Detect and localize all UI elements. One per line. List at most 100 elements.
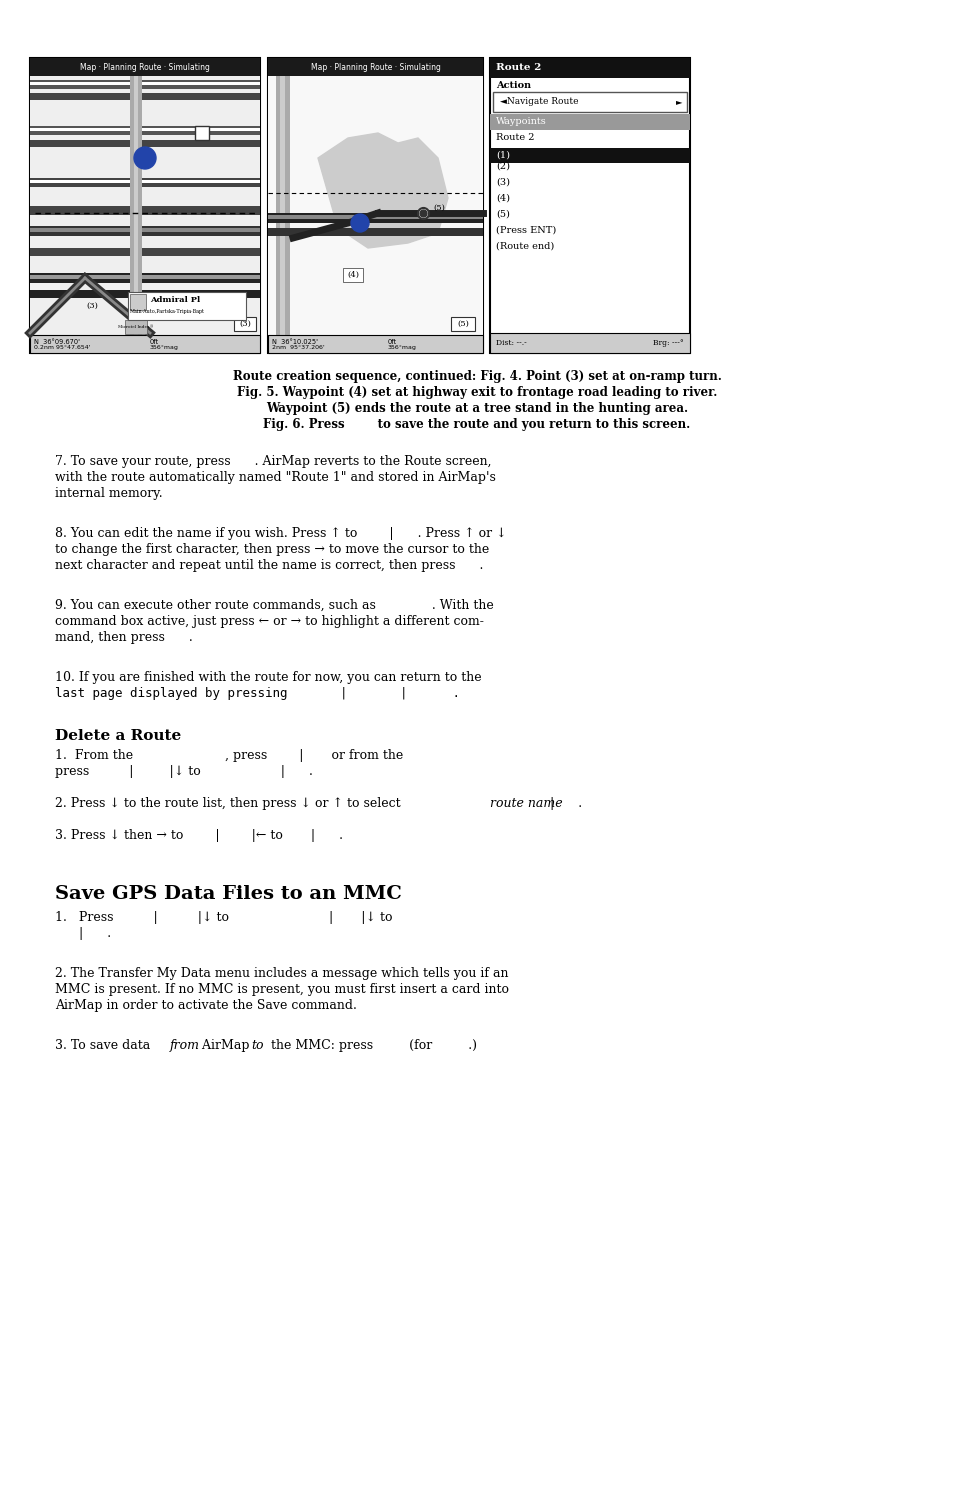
Text: 356°mag: 356°mag	[388, 345, 416, 349]
Text: (Route end): (Route end)	[496, 241, 554, 250]
Text: (1): (1)	[496, 150, 510, 159]
Text: Waypoints: Waypoints	[496, 117, 546, 126]
Text: Admiral Pl: Admiral Pl	[150, 296, 200, 303]
Text: (3): (3)	[86, 302, 98, 309]
Text: MMC is present. If no MMC is present, you must first insert a card into: MMC is present. If no MMC is present, yo…	[55, 983, 509, 996]
Text: 10. If you are finished with the route for now, you can return to the: 10. If you are finished with the route f…	[55, 671, 481, 684]
Circle shape	[133, 147, 156, 170]
Bar	[30, 226, 260, 236]
Circle shape	[351, 214, 369, 232]
Bar	[30, 274, 260, 283]
Bar	[128, 291, 246, 320]
Text: 3. Press ↓ then → to        |        |← to       |      .: 3. Press ↓ then → to | |← to | .	[55, 828, 343, 842]
Text: N  36°10.025': N 36°10.025'	[272, 339, 317, 345]
Text: Waypoint (5) ends the route at a tree stand in the hunting area.: Waypoint (5) ends the route at a tree st…	[266, 401, 687, 415]
Bar	[130, 294, 146, 309]
Bar	[30, 94, 260, 100]
Text: last page displayed by pressing       |       |      .: last page displayed by pressing | | .	[55, 687, 459, 700]
Bar	[30, 58, 260, 76]
Text: Map · Planning Route · Simulating: Map · Planning Route · Simulating	[311, 62, 440, 71]
Text: the MMC: press         (for         .): the MMC: press (for .)	[267, 1039, 476, 1051]
Text: ►: ►	[675, 98, 681, 106]
Text: AirMap: AirMap	[198, 1039, 253, 1051]
Text: N  36°09.670': N 36°09.670'	[34, 339, 80, 345]
Text: (5): (5)	[433, 204, 444, 213]
Text: Route 2: Route 2	[496, 64, 540, 73]
Text: 7. To save your route, press      . AirMap reverts to the Route screen,: 7. To save your route, press . AirMap re…	[55, 455, 491, 468]
Text: to change the first character, then press → to move the cursor to the: to change the first character, then pres…	[55, 543, 489, 556]
Text: 3. To save data: 3. To save data	[55, 1039, 154, 1051]
Bar	[275, 76, 290, 335]
Text: from: from	[170, 1039, 200, 1051]
Text: Delete a Route: Delete a Route	[55, 729, 181, 744]
Bar	[268, 58, 482, 352]
Text: 9. You can execute other route commands, such as              . With the: 9. You can execute other route commands,…	[55, 599, 494, 613]
Bar	[233, 317, 255, 332]
Text: command box active, just press ← or → to highlight a different com-: command box active, just press ← or → to…	[55, 616, 483, 628]
Text: Route creation sequence, continued: Fig. 4. Point (3) set at on-ramp turn.: Route creation sequence, continued: Fig.…	[233, 370, 720, 384]
Text: ◄Navigate Route: ◄Navigate Route	[499, 98, 578, 107]
Text: Fig. 6. Press        to save the route and you return to this screen.: Fig. 6. Press to save the route and you …	[263, 418, 690, 431]
Text: Action: Action	[496, 82, 531, 91]
Text: (4): (4)	[496, 193, 510, 202]
Text: with the route automatically named "Route 1" and stored in AirMap's: with the route automatically named "Rout…	[55, 471, 496, 483]
Bar	[490, 58, 689, 352]
Bar	[30, 126, 260, 135]
Text: route name: route name	[490, 797, 562, 810]
Text: 0ft: 0ft	[150, 339, 159, 345]
Bar	[268, 213, 482, 223]
Bar	[268, 76, 482, 335]
Text: 356°mag: 356°mag	[150, 345, 178, 349]
Bar	[30, 275, 260, 280]
Bar	[30, 228, 260, 232]
Text: next character and repeat until the name is correct, then press      .: next character and repeat until the name…	[55, 559, 483, 572]
Bar	[30, 248, 260, 256]
Text: Route 2: Route 2	[496, 134, 534, 143]
Text: Map · Planning Route · Simulating: Map · Planning Route · Simulating	[80, 62, 210, 71]
Bar	[268, 216, 482, 219]
Bar	[268, 58, 482, 76]
Text: (3): (3)	[239, 320, 251, 329]
Text: (5): (5)	[496, 210, 509, 219]
Text: internal memory.: internal memory.	[55, 488, 162, 500]
Bar	[451, 317, 475, 332]
Bar	[30, 140, 260, 147]
Text: 0.2nm 95°47.654': 0.2nm 95°47.654'	[34, 345, 91, 349]
Bar	[30, 207, 260, 216]
Text: (Press ENT): (Press ENT)	[496, 226, 556, 235]
Text: (3): (3)	[496, 177, 510, 186]
Polygon shape	[317, 132, 448, 248]
Bar	[133, 76, 138, 335]
Text: mand, then press      .: mand, then press .	[55, 630, 193, 644]
Text: Microtel Index®: Microtel Index®	[118, 326, 153, 329]
Bar	[30, 335, 260, 352]
Text: Save GPS Data Files to an MMC: Save GPS Data Files to an MMC	[55, 885, 401, 903]
Bar	[30, 58, 260, 352]
Text: Fig. 5. Waypoint (4) set at highway exit to frontage road leading to river.: Fig. 5. Waypoint (4) set at highway exit…	[236, 387, 717, 399]
Text: 0ft: 0ft	[388, 339, 396, 345]
Text: |      .: | .	[55, 926, 111, 940]
Text: 44: 44	[139, 153, 150, 162]
Text: 2nm  95°37.206': 2nm 95°37.206'	[272, 345, 324, 349]
Bar	[490, 333, 689, 352]
Bar	[125, 320, 147, 335]
Bar	[194, 126, 209, 140]
Text: 1.   Press          |          |↓ to                         |       |↓ to: 1. Press | |↓ to | |↓ to	[55, 912, 392, 923]
Bar	[343, 268, 363, 283]
Text: Dist: --.-: Dist: --.-	[496, 339, 526, 346]
Bar	[493, 92, 686, 112]
Text: press          |         |↓ to                    |      .: press | |↓ to | .	[55, 764, 313, 778]
Bar	[268, 335, 482, 352]
Text: 1.  From the                       , press        |       or from the: 1. From the , press | or from the	[55, 749, 403, 761]
Bar	[30, 180, 260, 183]
Text: 2. Press ↓ to the route list, then press ↓ or ↑ to select: 2. Press ↓ to the route list, then press…	[55, 797, 404, 810]
Bar	[30, 178, 260, 187]
Text: to: to	[251, 1039, 263, 1051]
Text: (4): (4)	[347, 271, 358, 280]
Bar	[490, 58, 689, 77]
Bar	[268, 228, 482, 236]
Text: 442: 442	[353, 220, 366, 226]
Bar	[30, 76, 260, 335]
Text: 2. The Transfer My Data menu includes a message which tells you if an: 2. The Transfer My Data menu includes a …	[55, 967, 508, 980]
Bar	[30, 128, 260, 131]
